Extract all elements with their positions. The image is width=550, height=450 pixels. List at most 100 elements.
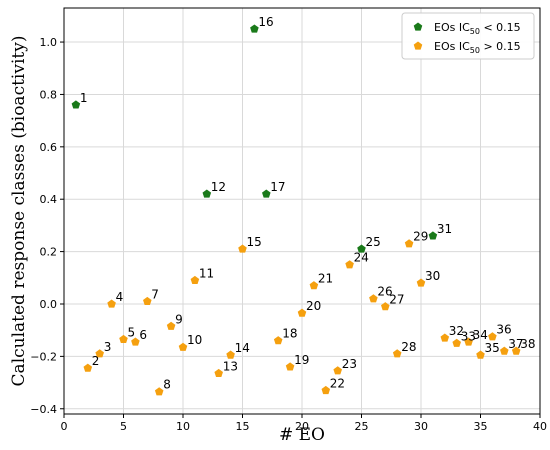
data-point	[392, 349, 402, 358]
data-point-label: 24	[354, 251, 369, 265]
data-point-label: 19	[294, 353, 309, 367]
x-axis-label: # EO	[279, 425, 325, 445]
data-point	[226, 350, 235, 359]
data-point-label: 21	[318, 272, 333, 286]
data-point	[262, 189, 271, 198]
grid-lines	[63, 8, 541, 414]
data-point	[345, 260, 354, 269]
data-point	[428, 231, 438, 240]
y-tick-label: 0.2	[40, 246, 58, 259]
data-point-label: 28	[401, 340, 416, 354]
data-point-label: 10	[187, 333, 202, 347]
legend-box	[401, 12, 535, 60]
y-tick-label: 0.6	[40, 141, 58, 154]
data-point	[297, 308, 307, 317]
data-point-label: 31	[437, 222, 452, 236]
data-point-label: 18	[282, 327, 297, 341]
y-axis-label: Calculated response classes (bioactivity…	[9, 36, 29, 387]
data-point	[119, 334, 128, 343]
x-tick-label: 40	[533, 420, 547, 433]
axis-ticks: 0 5 10 15 20 25 30 35 40−0.4−0.20.00.20.40.60.81…	[30, 36, 547, 433]
data-point-label: 13	[223, 359, 238, 373]
data-point	[452, 338, 461, 347]
data-point	[71, 100, 81, 109]
data-point	[285, 362, 295, 371]
data-point-label: 14	[235, 341, 250, 355]
y-tick-label: 0.4	[40, 193, 58, 206]
data-point	[440, 333, 450, 342]
data-point	[95, 349, 104, 358]
x-tick-label: 30	[414, 420, 428, 433]
data-point	[190, 275, 200, 285]
legend-entry: EOs IC50 < 0.15	[434, 21, 521, 36]
y-tick-label: −0.2	[30, 350, 57, 363]
data-point-label: 5	[128, 325, 136, 339]
data-point-label: 2	[92, 354, 100, 368]
data-point	[166, 321, 176, 330]
data-point	[476, 350, 485, 359]
x-tick-label: 25	[355, 420, 369, 433]
legend: EOs IC50 < 0.15 EOs IC50 > 0.15	[401, 12, 535, 60]
data-point-label: 27	[389, 293, 404, 307]
data-point-label: 16	[258, 15, 273, 29]
data-point	[250, 24, 259, 33]
data-point-label: 35	[485, 341, 500, 355]
data-point	[143, 296, 152, 306]
data-point-label: 38	[520, 337, 535, 351]
y-tick-label: −0.4	[30, 403, 57, 416]
legend-marker	[413, 22, 423, 31]
data-point	[464, 337, 473, 346]
data-point-label: 3	[104, 340, 112, 354]
data-point	[488, 332, 497, 341]
x-tick-label: 0	[61, 420, 68, 433]
data-point	[381, 302, 390, 311]
data-point-label: 11	[199, 266, 214, 280]
data-point	[131, 337, 140, 346]
data-point-label: 23	[342, 357, 357, 371]
data-point-label: 7	[151, 287, 159, 301]
data-point	[107, 299, 116, 308]
data-point	[333, 366, 342, 375]
data-point-label: 20	[306, 299, 321, 313]
data-point	[214, 368, 223, 378]
data-point-label: 8	[163, 378, 171, 392]
y-tick-label: 0.0	[40, 298, 58, 311]
data-point	[309, 281, 319, 290]
data-point-label: 22	[330, 376, 345, 390]
data-point-label: 9	[175, 312, 183, 326]
data-point-label: 25	[366, 235, 381, 249]
x-tick-label: 20	[295, 420, 309, 433]
data-points	[71, 24, 521, 396]
data-point	[369, 294, 378, 303]
legend-marker	[413, 41, 423, 50]
x-tick-label: 15	[236, 420, 250, 433]
data-point	[321, 385, 331, 395]
x-tick-label: 5	[120, 420, 127, 433]
data-point-label: 26	[377, 285, 392, 299]
data-point	[83, 363, 93, 372]
data-point-label: 4	[116, 290, 124, 304]
data-point	[357, 244, 366, 253]
data-point	[178, 342, 188, 351]
data-point	[404, 239, 414, 248]
data-point-label: 36	[496, 323, 511, 337]
legend-entry: EOs IC50 > 0.15	[434, 40, 521, 55]
data-point-label: 1	[80, 91, 88, 105]
data-point-label: 6	[139, 328, 147, 342]
data-point-label: 33	[461, 329, 476, 343]
data-point-label: 17	[270, 180, 285, 194]
data-point	[500, 346, 509, 355]
x-tick-label: 10	[176, 420, 190, 433]
y-tick-label: 0.8	[40, 88, 58, 101]
data-point	[273, 336, 283, 345]
data-point	[202, 189, 212, 198]
data-point-label: 29	[413, 230, 428, 244]
data-point	[416, 278, 426, 287]
y-tick-label: 1.0	[40, 36, 58, 49]
data-point	[511, 346, 521, 355]
data-point-label: 15	[247, 235, 262, 249]
